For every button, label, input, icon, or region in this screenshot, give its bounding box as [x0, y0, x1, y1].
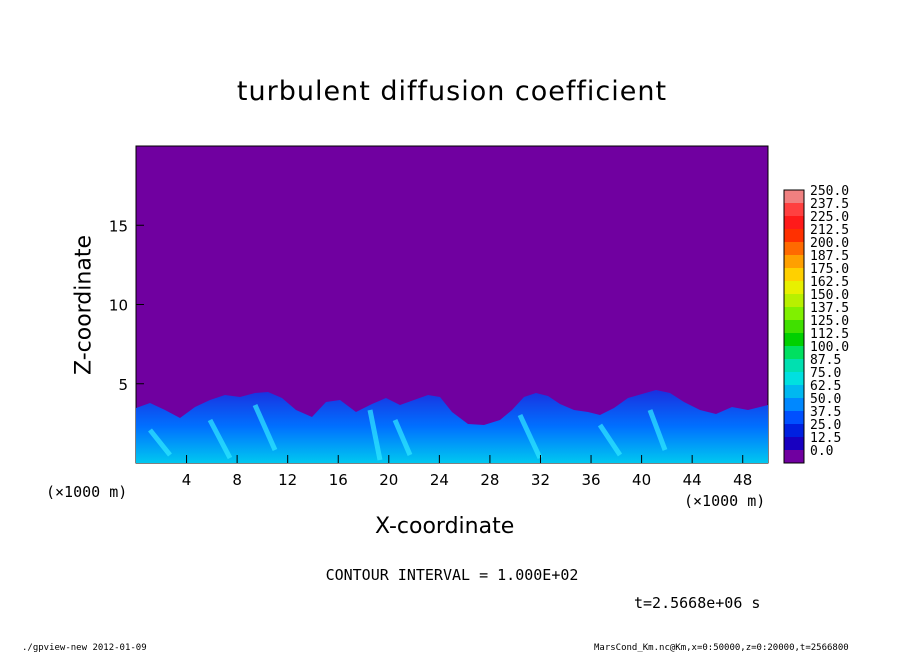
- colorbar-swatch: [784, 450, 804, 464]
- colorbar-swatch: [784, 372, 804, 386]
- colorbar-label: 62.5: [810, 379, 841, 394]
- colorbar-swatch: [784, 190, 804, 204]
- x-tick-label: 32: [531, 471, 550, 489]
- colorbar-frame: [783, 189, 805, 464]
- x-tick-label: 40: [632, 471, 651, 489]
- colorbar-swatch: [784, 268, 804, 282]
- x-tick-label: 12: [278, 471, 297, 489]
- colorbar-swatch: [784, 294, 804, 308]
- x-tick-label: 8: [232, 471, 242, 489]
- colorbar-label: 187.5: [810, 249, 849, 264]
- footer-right: MarsCond_Km.nc@Km,x=0:50000,z=0:20000,t=…: [594, 643, 849, 653]
- turbulent-layer: [136, 390, 768, 463]
- colorbar-swatch: [784, 359, 804, 373]
- x-axis-label: X-coordinate: [375, 514, 515, 539]
- colorbar-swatch: [784, 398, 804, 412]
- colorbar-label: 75.0: [810, 366, 841, 381]
- y-axis-label: Z-coordinate: [71, 235, 97, 375]
- x-tick-label: 16: [329, 471, 348, 489]
- colorbar-swatch: [784, 281, 804, 295]
- colorbar-label: 50.0: [810, 392, 841, 407]
- x-tick-label: 4: [182, 471, 192, 489]
- y-tick-group: 5 10 15: [109, 217, 144, 394]
- colorbar-label: 0.0: [810, 444, 833, 459]
- colorbar-swatch: [784, 255, 804, 269]
- colorbar-swatch: [784, 333, 804, 347]
- colorbar-label: 225.0: [810, 210, 849, 225]
- colorbar-label: 175.0: [810, 262, 849, 277]
- colorbar-label: 200.0: [810, 236, 849, 251]
- colorbar-label: 150.0: [810, 288, 849, 303]
- x-tick-label: 20: [379, 471, 398, 489]
- colorbar-swatch: [784, 346, 804, 360]
- chart-title: turbulent diffusion coefficient: [236, 76, 668, 107]
- y-tick-label: 5: [118, 376, 128, 394]
- colorbar-swatch: [784, 229, 804, 243]
- colorbar-label: 125.0: [810, 314, 849, 329]
- colorbar-swatch: [784, 411, 804, 425]
- colorbar-swatch: [784, 203, 804, 217]
- x-unit-label-right: (×1000 m): [684, 492, 766, 510]
- colorbar-label: 37.5: [810, 405, 841, 420]
- x-tick-group: 4 8 12 16 20 24 28 32 36 40 44 48: [182, 455, 752, 489]
- colorbar-swatch: [784, 216, 804, 230]
- colorbar-swatch: [784, 320, 804, 334]
- colorbar-swatch: [784, 424, 804, 438]
- colorbar-label: 212.5: [810, 223, 849, 238]
- colorbar-label: 87.5: [810, 353, 841, 368]
- colorbar-swatch: [784, 385, 804, 399]
- footer-left: ./gpview-new 2012-01-09: [22, 643, 147, 653]
- y-tick-label: 10: [109, 297, 128, 315]
- colorbar-label: 250.0: [810, 184, 849, 199]
- x-tick-label: 36: [581, 471, 600, 489]
- x-tick-label: 24: [430, 471, 449, 489]
- x-tick-label: 44: [683, 471, 702, 489]
- colorbar-label: 25.0: [810, 418, 841, 433]
- colorbar-label: 12.5: [810, 431, 841, 446]
- colorbar-swatch: [784, 437, 804, 451]
- colorbar-label: 162.5: [810, 275, 849, 290]
- y-tick-label: 15: [109, 217, 128, 235]
- x-tick-label: 28: [480, 471, 499, 489]
- colorbar-swatch: [784, 307, 804, 321]
- colorbar-label: 137.5: [810, 301, 849, 316]
- contour-interval-text: CONTOUR INTERVAL = 1.000E+02: [325, 566, 579, 584]
- time-label: t=2.5668e+06 s: [634, 594, 761, 612]
- colorbar-label: 112.5: [810, 327, 849, 342]
- colorbar-label: 237.5: [810, 197, 849, 212]
- colorbar: 250.0237.5225.0212.5200.0187.5175.0162.5…: [783, 184, 849, 464]
- colorbar-swatch: [784, 242, 804, 256]
- turbulent-streaks: [148, 403, 668, 461]
- x-unit-label-left: (×1000 m): [46, 483, 128, 501]
- x-tick-label: 48: [733, 471, 752, 489]
- colorbar-label: 100.0: [810, 340, 849, 355]
